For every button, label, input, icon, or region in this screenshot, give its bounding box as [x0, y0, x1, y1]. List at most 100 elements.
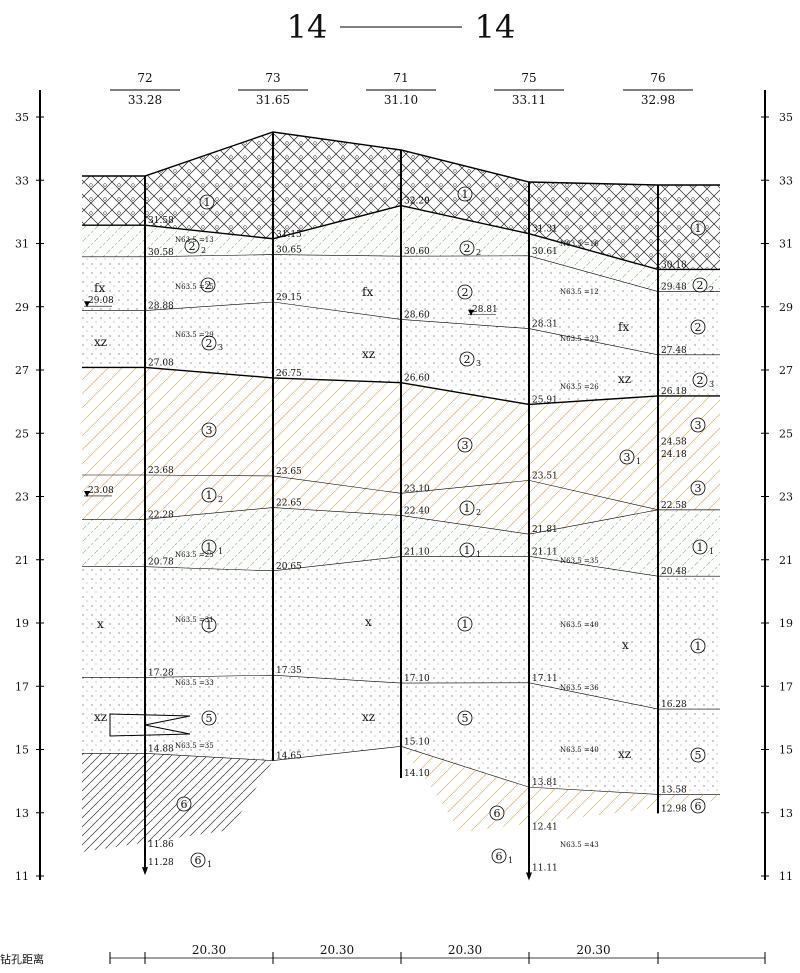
layer-label: 6: [489, 805, 505, 821]
layer-label: 6: [690, 798, 706, 814]
layer-circle: [200, 277, 216, 293]
level-label: 30.58: [148, 248, 174, 258]
axis-label: 23: [779, 491, 793, 504]
axis-label: 27: [15, 364, 29, 377]
level-label: 12.98: [661, 804, 687, 814]
n-value: N63.5 =33: [175, 679, 214, 687]
level-label: 24.58: [661, 438, 687, 448]
distance-label: 钻孔距离: [0, 952, 44, 966]
borehole-arrow: [142, 867, 148, 876]
layer-number: 2: [697, 374, 704, 387]
n-value: N63.5 =35: [175, 742, 214, 750]
axis-label: 21: [15, 554, 29, 567]
level-label: 31.58: [148, 216, 174, 226]
layer-number: 3: [462, 439, 469, 452]
water-symbol: [468, 309, 474, 316]
borehole-arrow: [526, 872, 532, 881]
layer-circle: [690, 638, 706, 654]
soil-code: x: [365, 615, 372, 629]
n-value: N63.5 =43: [560, 841, 599, 849]
distance: 20.30: [576, 943, 610, 957]
layer-number: 6: [695, 800, 702, 813]
layer-label: 1: [201, 617, 217, 633]
level-label: 30.60: [404, 247, 430, 257]
layer-sub: 1: [476, 550, 481, 559]
layer-label: 2: [457, 284, 473, 300]
soil-code: xz: [94, 335, 107, 349]
level-label: 29.48: [661, 283, 687, 293]
layer-circle: [692, 277, 708, 293]
soil-code: fx: [362, 285, 373, 299]
layer-number: 3: [695, 419, 702, 432]
level-label: 13.58: [661, 785, 687, 795]
layer-circle: [201, 487, 217, 503]
level-label: 26.60: [404, 374, 430, 384]
level-label: 14.10: [404, 769, 430, 779]
level-label: 11.28: [148, 858, 174, 868]
layer-number: 2: [189, 240, 196, 253]
soil-code: fx: [94, 281, 105, 295]
axis-label: 21: [779, 554, 793, 567]
n-value: N63.5 =29: [175, 331, 214, 339]
level-label: 17.35: [276, 666, 302, 676]
water-level: 28.81: [472, 305, 498, 315]
layer-circle: [690, 220, 706, 236]
borehole-id: 76: [650, 71, 665, 85]
borehole-elevation: 33.11: [512, 93, 546, 107]
axis-label: 15: [15, 744, 29, 757]
borehole-elevation: 33.28: [128, 93, 162, 107]
axis-label: 27: [779, 364, 793, 377]
n-value: N63.5 =13: [175, 236, 214, 244]
level-label: 16.28: [661, 700, 687, 710]
level-label: 23.10: [404, 484, 430, 494]
layer-label: 1: [457, 186, 473, 202]
layer-circle: [459, 351, 475, 367]
axis-label: 29: [779, 301, 793, 314]
level-label: 17.28: [148, 668, 174, 678]
water-symbol: [84, 301, 90, 308]
layer-label: 1: [199, 194, 215, 210]
axis-label: 29: [15, 301, 29, 314]
layer-circle: [457, 284, 473, 300]
level-label: 28.88: [148, 302, 174, 312]
layer-circle: [457, 710, 473, 726]
layer-circle: [690, 417, 706, 433]
axis-label: 25: [779, 427, 793, 440]
layer-circle: [201, 422, 217, 438]
level-label: 29.15: [276, 293, 302, 303]
layer-number: 1: [462, 188, 469, 201]
layer-label: 1: [457, 616, 473, 632]
level-label: 30.65: [276, 246, 302, 256]
n-value: N63.5 =25: [175, 283, 214, 291]
soil-code: fx: [618, 320, 629, 334]
layer-circle: [201, 335, 217, 351]
borehole-id: 72: [137, 71, 152, 85]
layer-number: 1: [206, 619, 213, 632]
layer-number: 1: [464, 544, 471, 557]
level-label: 21.11: [532, 547, 558, 557]
water-level: 23.08: [88, 486, 114, 496]
level-label: 24.18: [661, 450, 687, 460]
layer-label: 3: [690, 480, 706, 496]
layer-label: 3: [457, 437, 473, 453]
layer-circle: [690, 798, 706, 814]
layer-label: 5: [201, 710, 217, 726]
axis-label: 19: [15, 617, 29, 630]
soil-code: xz: [618, 372, 631, 386]
layer-number: 6: [496, 850, 503, 863]
level-label: 20.78: [148, 558, 174, 568]
level-label: 11.11: [532, 864, 558, 874]
layer-label: 5: [690, 747, 706, 763]
soil-code: x: [622, 638, 629, 652]
layer-circle: [457, 437, 473, 453]
axis-label: 13: [15, 807, 29, 820]
layer-circle: [489, 805, 505, 821]
layer-sub: 2: [201, 246, 206, 255]
layer-circle: [201, 617, 217, 633]
level-label: 17.11: [532, 674, 558, 684]
